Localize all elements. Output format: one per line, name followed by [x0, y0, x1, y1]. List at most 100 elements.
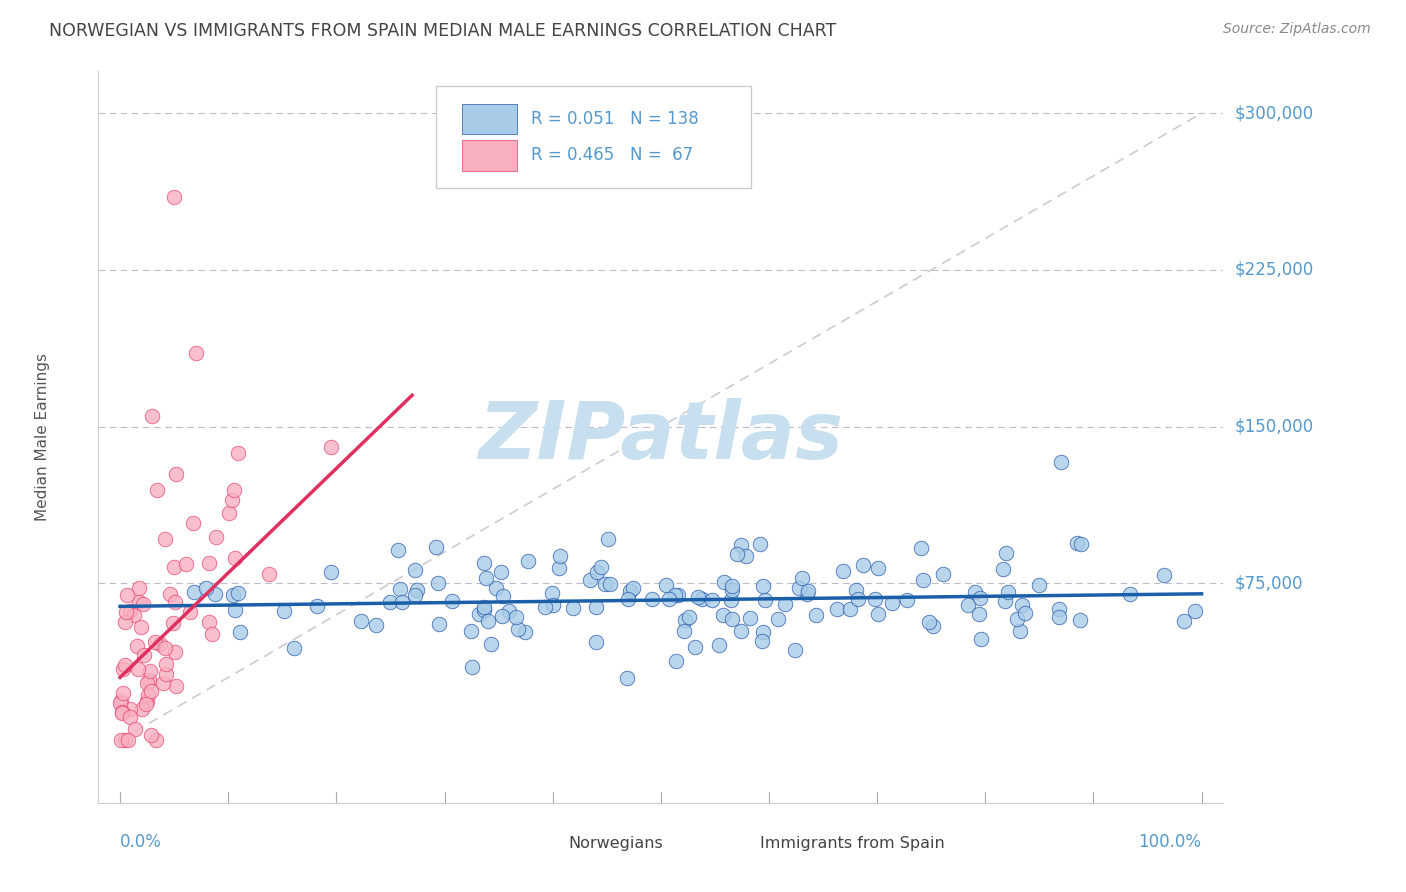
Point: [114, 733, 136, 747]
Point: [128, 581, 150, 595]
Point: [204, 530, 226, 544]
Point: [425, 540, 447, 554]
Point: [997, 585, 1019, 599]
Point: [752, 579, 775, 593]
Point: [218, 506, 240, 520]
Point: [472, 603, 495, 617]
Point: [404, 562, 426, 576]
Point: [585, 635, 607, 649]
Point: [221, 493, 243, 508]
Text: R = 0.465   N =  67: R = 0.465 N = 67: [531, 146, 693, 164]
Point: [586, 565, 609, 579]
Point: [489, 565, 512, 579]
Point: [155, 657, 177, 671]
Point: [179, 606, 201, 620]
Point: [969, 591, 991, 605]
Point: [690, 592, 713, 607]
Point: [797, 584, 820, 599]
Point: [562, 601, 585, 615]
Point: [749, 536, 772, 550]
Point: [720, 583, 742, 598]
Point: [319, 440, 342, 454]
Point: [751, 634, 773, 648]
Point: [117, 733, 139, 747]
Point: [1050, 455, 1073, 469]
Point: [226, 586, 249, 600]
Point: [1184, 603, 1206, 617]
Point: [845, 582, 868, 597]
Point: [135, 675, 157, 690]
Point: [146, 483, 169, 497]
Text: $300,000: $300,000: [1234, 104, 1313, 122]
Point: [319, 566, 342, 580]
Point: [806, 607, 828, 622]
Point: [114, 658, 136, 673]
Point: [792, 571, 814, 585]
Point: [111, 662, 134, 676]
Text: 100.0%: 100.0%: [1139, 833, 1202, 851]
Point: [591, 560, 613, 574]
Point: [702, 593, 724, 607]
Point: [513, 625, 536, 640]
Point: [547, 561, 569, 575]
Point: [131, 701, 153, 715]
Point: [127, 663, 149, 677]
Point: [673, 613, 696, 627]
Point: [204, 587, 226, 601]
Text: $150,000: $150,000: [1234, 417, 1313, 435]
Point: [350, 614, 373, 628]
Point: [1028, 578, 1050, 592]
Point: [775, 598, 797, 612]
Point: [1173, 614, 1195, 628]
Point: [153, 532, 176, 546]
Point: [141, 728, 163, 742]
Point: [994, 594, 1017, 608]
Point: [578, 573, 600, 587]
Point: [1047, 610, 1070, 624]
Point: [766, 612, 789, 626]
Point: [825, 601, 848, 615]
Point: [720, 593, 742, 607]
Point: [1070, 537, 1092, 551]
Point: [132, 597, 155, 611]
Point: [378, 595, 401, 609]
Point: [138, 665, 160, 679]
Point: [387, 543, 409, 558]
Point: [128, 595, 150, 609]
FancyBboxPatch shape: [523, 832, 560, 854]
Point: [1011, 598, 1033, 612]
Point: [141, 409, 163, 424]
Text: ZIPatlas: ZIPatlas: [478, 398, 844, 476]
Point: [364, 617, 387, 632]
Point: [440, 594, 463, 608]
Point: [866, 561, 889, 575]
Point: [654, 578, 676, 592]
Text: $75,000: $75,000: [1234, 574, 1303, 592]
Point: [868, 607, 890, 621]
Point: [865, 591, 887, 606]
Text: NORWEGIAN VS IMMIGRANTS FROM SPAIN MEDIAN MALE EARNINGS CORRELATION CHART: NORWEGIAN VS IMMIGRANTS FROM SPAIN MEDIA…: [49, 22, 837, 40]
Point: [896, 592, 918, 607]
Point: [461, 659, 484, 673]
Point: [163, 595, 186, 609]
Point: [114, 615, 136, 629]
Point: [831, 564, 853, 578]
Point: [162, 616, 184, 631]
Point: [136, 693, 159, 707]
Point: [111, 705, 134, 719]
Point: [110, 694, 132, 708]
Point: [174, 557, 197, 571]
Point: [641, 592, 664, 607]
Point: [932, 567, 955, 582]
Point: [498, 604, 520, 618]
Point: [427, 617, 450, 632]
Point: [911, 573, 934, 587]
Point: [492, 589, 515, 603]
Point: [163, 190, 186, 204]
Point: [155, 667, 177, 681]
Point: [195, 581, 218, 595]
Point: [839, 601, 862, 615]
Point: [479, 636, 502, 650]
Point: [505, 610, 527, 624]
Point: [117, 588, 139, 602]
